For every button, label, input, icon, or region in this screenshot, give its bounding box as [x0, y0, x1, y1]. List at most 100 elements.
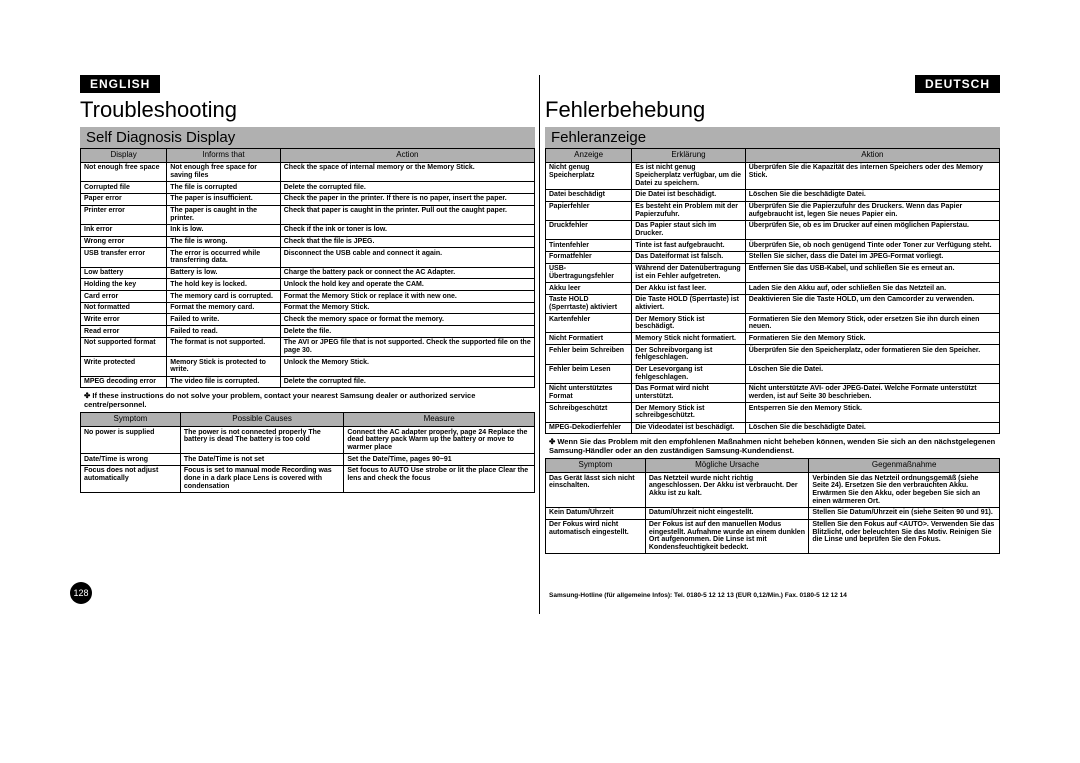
table-cell: The format is not supported. — [167, 337, 281, 356]
table-cell: Write protected — [81, 357, 167, 376]
table-cell: The Date/Time is not set — [180, 454, 343, 466]
table-cell: Druckfehler — [546, 220, 632, 239]
table-cell: Failed to read. — [167, 326, 281, 338]
table-header: Gegenmaßnahme — [809, 459, 1000, 473]
table-cell: Taste HOLD (Sperrtaste) aktiviert — [546, 294, 632, 313]
table-cell: Überprüfen Sie die Papierzufuhr des Druc… — [745, 201, 999, 220]
table-row: SchreibgeschütztDer Memory Stick ist sch… — [546, 403, 1000, 422]
table-cell: Battery is low. — [167, 267, 281, 279]
table-row: Der Fokus wird nicht automatisch eingest… — [546, 519, 1000, 554]
table-row: No power is suppliedThe power is not con… — [81, 427, 535, 454]
symptom-table-left: SymptomPossible CausesMeasureNo power is… — [80, 412, 535, 493]
table-cell: USB-Übertragungsfehler — [546, 263, 632, 282]
table-cell: Stellen Sie den Fokus auf <AUTO>. Verwen… — [809, 519, 1000, 554]
table-row: Taste HOLD (Sperrtaste) aktiviertDie Tas… — [546, 294, 1000, 313]
table-cell: Der Schreibvorgang ist fehlgeschlagen. — [632, 345, 746, 364]
table-cell: Datei beschädigt — [546, 189, 632, 201]
table-row: Nicht genug SpeicherplatzEs ist nicht ge… — [546, 162, 1000, 189]
table-cell: Das Format wird nicht unterstützt. — [632, 383, 746, 402]
table-row: Akku leerDer Akku ist fast leer.Laden Si… — [546, 283, 1000, 295]
table-cell: Set the Date/Time, pages 90~91 — [344, 454, 535, 466]
table-row: Card errorThe memory card is corrupted.F… — [81, 291, 535, 303]
table-row: Kein Datum/UhrzeitDatum/Uhrzeit nicht ei… — [546, 507, 1000, 519]
table-cell: Check the space of internal memory or th… — [280, 162, 534, 181]
table-cell: Tintenfehler — [546, 240, 632, 252]
table-cell: Unlock the Memory Stick. — [280, 357, 534, 376]
table-cell: Delete the corrupted file. — [280, 376, 534, 388]
table-cell: Holding the key — [81, 279, 167, 291]
table-cell: Charge the battery pack or connect the A… — [280, 267, 534, 279]
hotline-text: Samsung-Hotline (für allgemeine Infos): … — [545, 589, 851, 602]
table-cell: Write error — [81, 314, 167, 326]
table-cell: Ink is low. — [167, 224, 281, 236]
table-cell: The hold key is locked. — [167, 279, 281, 291]
table-cell: Fehler beim Lesen — [546, 364, 632, 383]
right-column: DEUTSCH Fehlerbehebung Fehleranzeige Anz… — [545, 75, 1000, 554]
table-cell: Formatieren Sie den Memory Stick. — [745, 333, 999, 345]
table-cell: Das Netzteil wurde nicht richtig angesch… — [645, 473, 808, 508]
table-cell: Es ist nicht genug Speicherplatz verfügb… — [632, 162, 746, 189]
table-cell: Laden Sie den Akku auf, oder schließen S… — [745, 283, 999, 295]
table-cell: Failed to write. — [167, 314, 281, 326]
table-cell: Check if the ink or toner is low. — [280, 224, 534, 236]
table-row: MPEG-DekodierfehlerDie Videodatei ist be… — [546, 422, 1000, 434]
lang-tag-english: ENGLISH — [80, 75, 160, 93]
table-cell: The paper is caught in the printer. — [167, 205, 281, 224]
table-cell: Not enough free space for saving files — [167, 162, 281, 181]
table-cell: Read error — [81, 326, 167, 338]
table-cell: The video file is corrupted. — [167, 376, 281, 388]
table-header: Display — [81, 149, 167, 163]
table-row: Focus does not adjust automaticallyFocus… — [81, 465, 535, 492]
table-cell: Focus does not adjust automatically — [81, 465, 181, 492]
table-cell: Format the Memory Stick or replace it wi… — [280, 291, 534, 303]
table-row: Nicht unterstütztes FormatDas Format wir… — [546, 383, 1000, 402]
table-header: Symptom — [81, 413, 181, 427]
table-row: Nicht FormatiertMemory Stick nicht forma… — [546, 333, 1000, 345]
table-cell: Schreibgeschützt — [546, 403, 632, 422]
table-cell: Deaktivieren Sie die Taste HOLD, um den … — [745, 294, 999, 313]
table-cell: Das Dateiformat ist falsch. — [632, 251, 746, 263]
table-cell: MPEG decoding error — [81, 376, 167, 388]
table-row: Read errorFailed to read.Delete the file… — [81, 326, 535, 338]
page-number: 128 — [70, 582, 92, 604]
table-cell: Der Fokus ist auf den manuellen Modus ei… — [645, 519, 808, 554]
table-cell: Löschen Sie die Datei. — [745, 364, 999, 383]
table-cell: Check the paper in the printer. If there… — [280, 193, 534, 205]
diag-table-right: AnzeigeErklärungAktionNicht genug Speich… — [545, 148, 1000, 434]
table-cell: Delete the file. — [280, 326, 534, 338]
table-cell: Low battery — [81, 267, 167, 279]
table-cell: Nicht genug Speicherplatz — [546, 162, 632, 189]
lang-bar-left: ENGLISH — [80, 75, 535, 93]
table-cell: Papierfehler — [546, 201, 632, 220]
subhead-right: Fehleranzeige — [545, 127, 1000, 148]
table-cell: Der Lesevorgang ist fehlgeschlagen. — [632, 364, 746, 383]
table-cell: Not enough free space — [81, 162, 167, 181]
table-row: KartenfehlerDer Memory Stick ist beschäd… — [546, 314, 1000, 333]
table-cell: MPEG-Dekodierfehler — [546, 422, 632, 434]
table-row: Datei beschädigtDie Datei ist beschädigt… — [546, 189, 1000, 201]
table-row: Paper errorThe paper is insufficient.Che… — [81, 193, 535, 205]
table-cell: Card error — [81, 291, 167, 303]
table-row: PapierfehlerEs besteht ein Problem mit d… — [546, 201, 1000, 220]
table-cell: No power is supplied — [81, 427, 181, 454]
table-row: Not enough free spaceNot enough free spa… — [81, 162, 535, 181]
table-row: USB-ÜbertragungsfehlerWährend der Datenü… — [546, 263, 1000, 282]
symptom-table-right: SymptomMögliche UrsacheGegenmaßnahmeDas … — [545, 458, 1000, 554]
center-divider — [535, 75, 545, 554]
table-cell: Die Videodatei ist beschädigt. — [632, 422, 746, 434]
table-row: Fehler beim SchreibenDer Schreibvorgang … — [546, 345, 1000, 364]
table-header: Mögliche Ursache — [645, 459, 808, 473]
table-cell: The power is not connected properly The … — [180, 427, 343, 454]
table-cell: Überprüfen Sie, ob noch genügend Tinte o… — [745, 240, 999, 252]
table-cell: Not formatted — [81, 302, 167, 314]
table-cell: Stellen Sie Datum/Uhrzeit ein (siehe Sei… — [809, 507, 1000, 519]
table-cell: The memory card is corrupted. — [167, 291, 281, 303]
table-cell: Überprüfen Sie die Kapazität des interne… — [745, 162, 999, 189]
table-cell: Der Memory Stick ist beschädigt. — [632, 314, 746, 333]
table-cell: Entfernen Sie das USB-Kabel, und schließ… — [745, 263, 999, 282]
table-header: Erklärung — [632, 149, 746, 163]
subhead-left: Self Diagnosis Display — [80, 127, 535, 148]
table-cell: Überprüfen Sie den Speicherplatz, oder f… — [745, 345, 999, 364]
table-cell: Während der Datenübertragung ist ein Feh… — [632, 263, 746, 282]
table-cell: Formatfehler — [546, 251, 632, 263]
